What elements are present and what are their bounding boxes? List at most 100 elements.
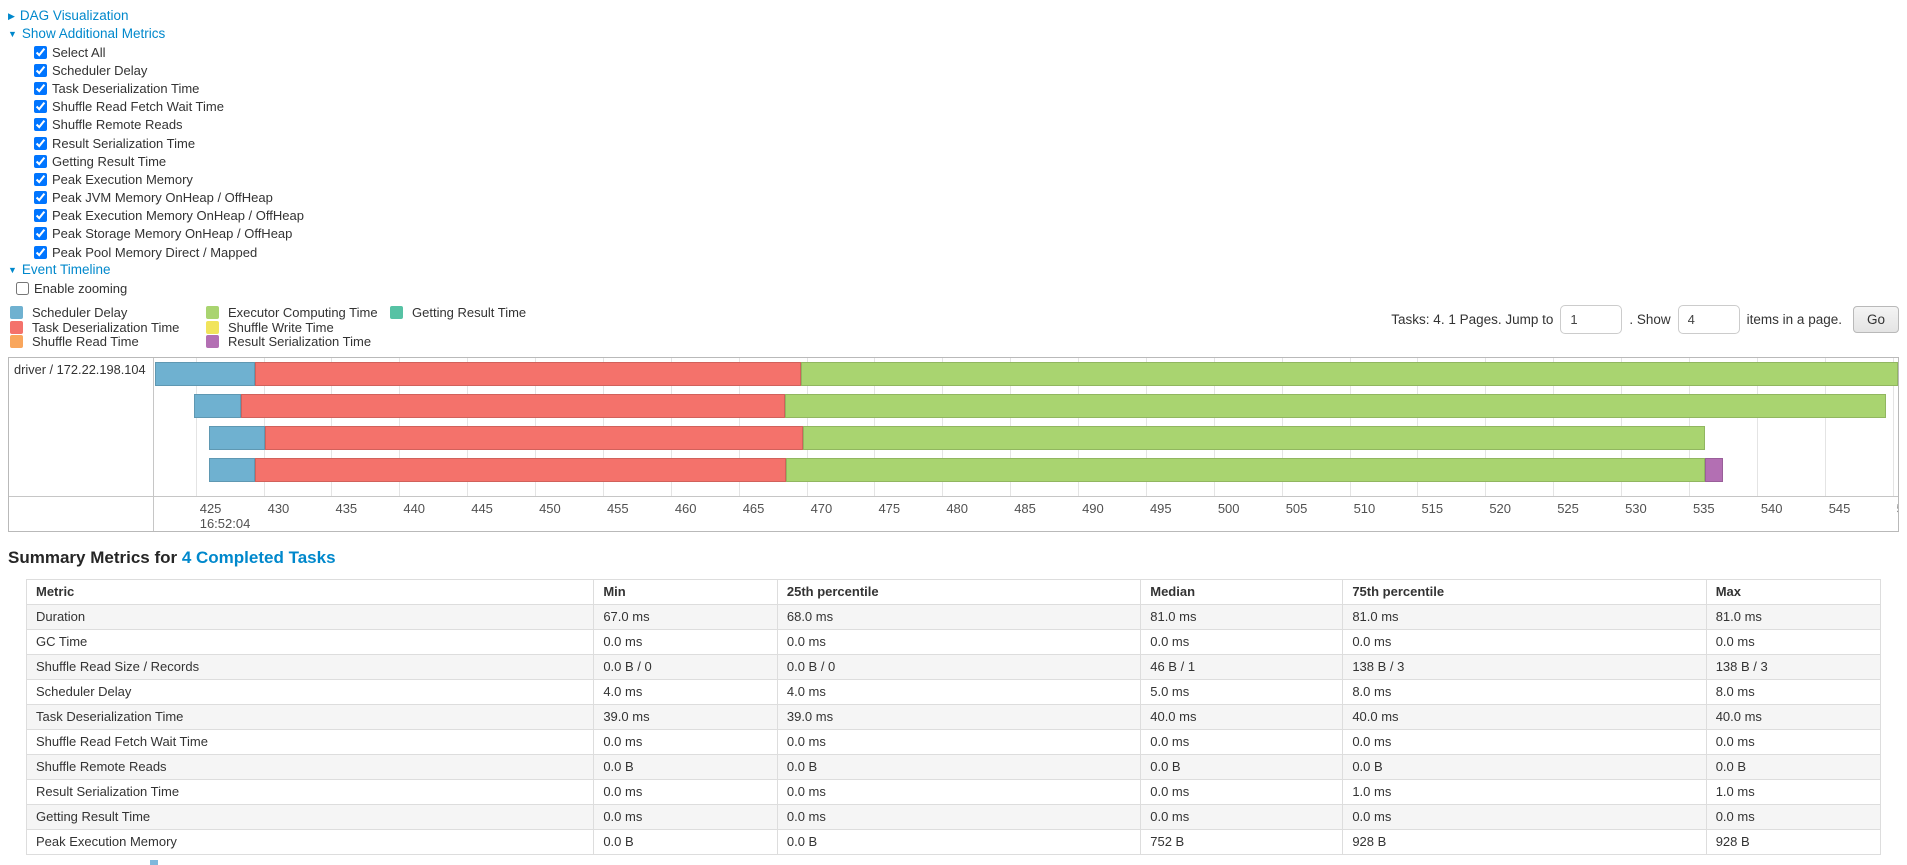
task-bar-task-deserialization[interactable] — [240, 394, 785, 419]
metric-checkbox-row[interactable]: Scheduler Delay — [34, 61, 1907, 79]
metric-checkbox-label: Peak Storage Memory OnHeap / OffHeap — [52, 226, 293, 242]
metric-value-cell: 5.0 ms — [1140, 679, 1344, 706]
metric-checkbox-label: Peak Execution Memory — [52, 171, 193, 187]
metric-checkbox[interactable] — [34, 172, 47, 186]
metric-checkbox[interactable] — [34, 227, 47, 241]
metric-value-cell: 81.0 ms — [1140, 604, 1344, 631]
metric-name-cell: Duration — [25, 604, 595, 631]
metric-checkbox[interactable] — [34, 118, 47, 132]
metric-value-cell: 0.0 B / 0 — [776, 654, 1142, 681]
metric-checkbox[interactable] — [34, 81, 47, 95]
task-bar-scheduler-delay[interactable] — [155, 362, 256, 387]
timeline-gridline — [1824, 358, 1826, 497]
task-bar-result-serialization[interactable] — [1705, 458, 1723, 483]
scheduler-delay-swatch — [10, 306, 23, 320]
metric-checkbox-row[interactable]: Peak JVM Memory OnHeap / OffHeap — [34, 189, 1907, 207]
metric-value-cell: 138 B / 3 — [1705, 654, 1882, 681]
legend-label: Task Deserialization Time — [32, 319, 180, 335]
axis-tick-label: 525 — [1557, 501, 1579, 517]
metric-checkbox-row[interactable]: Getting Result Time — [34, 152, 1907, 170]
metric-checkbox[interactable] — [34, 154, 47, 168]
additional-metrics-list: Select All Scheduler Delay Task Deserializ… — [34, 43, 1907, 261]
metric-checkbox[interactable] — [34, 45, 47, 59]
summary-col-header: 25th percentile — [776, 579, 1142, 606]
metric-checkbox-label: Peak Pool Memory Direct / Mapped — [52, 244, 258, 260]
metric-value-cell: 928 B — [1342, 829, 1707, 856]
jump-to-page-input[interactable] — [1560, 305, 1623, 335]
task-bar-executor-computing[interactable] — [784, 394, 1886, 419]
metric-value-cell: 138 B / 3 — [1342, 654, 1707, 681]
task-bar-scheduler-delay[interactable] — [209, 458, 256, 483]
metric-name-cell: Peak Execution Memory — [25, 829, 595, 856]
metric-checkbox-row[interactable]: Peak Execution Memory OnHeap / OffHeap — [34, 207, 1907, 225]
metric-checkbox[interactable] — [34, 136, 47, 150]
enable-zooming-row[interactable]: Enable zooming — [16, 279, 1907, 297]
metric-name-cell: Shuffle Read Size / Records — [25, 654, 595, 681]
axis-tick-label: 470 — [810, 501, 833, 517]
go-button[interactable]: Go — [1852, 306, 1899, 334]
show-additional-metrics-link[interactable]: Show Additional Metrics — [21, 26, 166, 41]
metric-value-cell: 0.0 ms — [593, 779, 778, 806]
metric-value-cell: 40.0 ms — [1140, 704, 1344, 731]
event-timeline-row[interactable]: ▼ Event Timeline — [8, 261, 1907, 279]
metric-checkbox[interactable] — [34, 63, 47, 77]
summary-col-header: Median — [1140, 579, 1344, 606]
items-per-page-input[interactable] — [1677, 305, 1740, 335]
axis-tick-label: 450 — [539, 501, 561, 517]
timeline-gridline — [195, 358, 197, 497]
metric-value-cell: 68.0 ms — [776, 604, 1142, 631]
metric-checkbox-row[interactable]: Peak Pool Memory Direct / Mapped — [34, 243, 1907, 261]
summary-metrics-title: Summary Metrics for 4 Completed Tasks — [8, 548, 1907, 568]
timeline-legend: Scheduler Delay Task Deserialization Time… — [10, 305, 1899, 349]
legend-item: Getting Result Time — [390, 305, 526, 320]
axis-tick-label: 435 — [335, 501, 358, 517]
task-bar-executor-computing[interactable] — [801, 362, 1898, 387]
task-bar-scheduler-delay[interactable] — [194, 394, 241, 419]
task-bar-task-deserialization[interactable] — [255, 362, 802, 387]
metric-checkbox[interactable] — [34, 245, 47, 259]
task-bar-scheduler-delay[interactable] — [209, 426, 265, 451]
axis-tick-label: 445 — [471, 501, 493, 517]
metric-name-cell: Shuffle Read Fetch Wait Time — [25, 729, 595, 756]
pagination-mid-text: . Show — [1629, 312, 1671, 328]
timeline-gridline — [1892, 358, 1894, 497]
metric-value-cell: 0.0 ms — [1705, 804, 1882, 831]
metric-checkbox-row[interactable]: Select All — [34, 43, 1907, 61]
metric-value-cell: 39.0 ms — [776, 704, 1142, 731]
axis-tick-label: 545 — [1828, 501, 1851, 517]
legend-item: Scheduler Delay — [10, 305, 206, 320]
metric-checkbox-row[interactable]: Task Deserialization Time — [34, 79, 1907, 97]
metric-checkbox[interactable] — [34, 100, 47, 114]
dag-visualization-link[interactable]: DAG Visualization — [19, 8, 129, 23]
metric-checkbox[interactable] — [34, 209, 47, 223]
metric-checkbox[interactable] — [34, 191, 47, 205]
metric-name-cell: Scheduler Delay — [25, 679, 595, 706]
metric-checkbox-row[interactable]: Peak Storage Memory OnHeap / OffHeap — [34, 225, 1907, 243]
metric-checkbox-row[interactable]: Result Serialization Time — [34, 134, 1907, 152]
task-bar-task-deserialization[interactable] — [264, 426, 803, 451]
completed-tasks-link[interactable]: 4 Completed Tasks — [181, 548, 336, 568]
event-timeline-link[interactable]: Event Timeline — [21, 262, 111, 278]
table-row: Scheduler Delay 4.0 ms 4.0 ms 5.0 ms 8.0 ms 8… — [25, 679, 1882, 706]
task-bar-task-deserialization[interactable] — [255, 458, 787, 483]
enable-zooming-checkbox[interactable] — [16, 281, 29, 295]
summary-col-header: Max — [1705, 579, 1882, 606]
show-additional-metrics-row[interactable]: ▼ Show Additional Metrics — [8, 25, 1907, 43]
metric-value-cell: 928 B — [1705, 829, 1882, 856]
metric-value-cell: 0.0 ms — [1140, 804, 1344, 831]
metric-checkbox-row[interactable]: Shuffle Remote Reads — [34, 116, 1907, 134]
stage-page-top: ▶ DAG Visualization ▼ Show Additional Metr… — [0, 0, 1907, 297]
dag-visualization-row[interactable]: ▶ DAG Visualization — [8, 7, 1907, 25]
metric-name-cell: Task Deserialization Time — [25, 704, 595, 731]
legend-column: Getting Result Time — [390, 305, 526, 349]
axis-tick-label: 425 — [199, 501, 222, 517]
table-row: Shuffle Remote Reads 0.0 B 0.0 B 0.0 B 0.0 B… — [25, 754, 1882, 781]
metric-checkbox-label: Getting Result Time — [52, 153, 167, 169]
metric-checkbox-row[interactable]: Peak Execution Memory — [34, 170, 1907, 188]
task-bar-executor-computing[interactable] — [802, 426, 1706, 451]
pagination-suffix-text: items in a page. — [1746, 312, 1842, 328]
timeline-plot — [155, 358, 1898, 497]
summary-metrics-table: Metric Min 25th percentile Median 75th perce… — [25, 579, 1882, 856]
metric-checkbox-row[interactable]: Shuffle Read Fetch Wait Time — [34, 98, 1907, 116]
task-bar-executor-computing[interactable] — [786, 458, 1706, 483]
